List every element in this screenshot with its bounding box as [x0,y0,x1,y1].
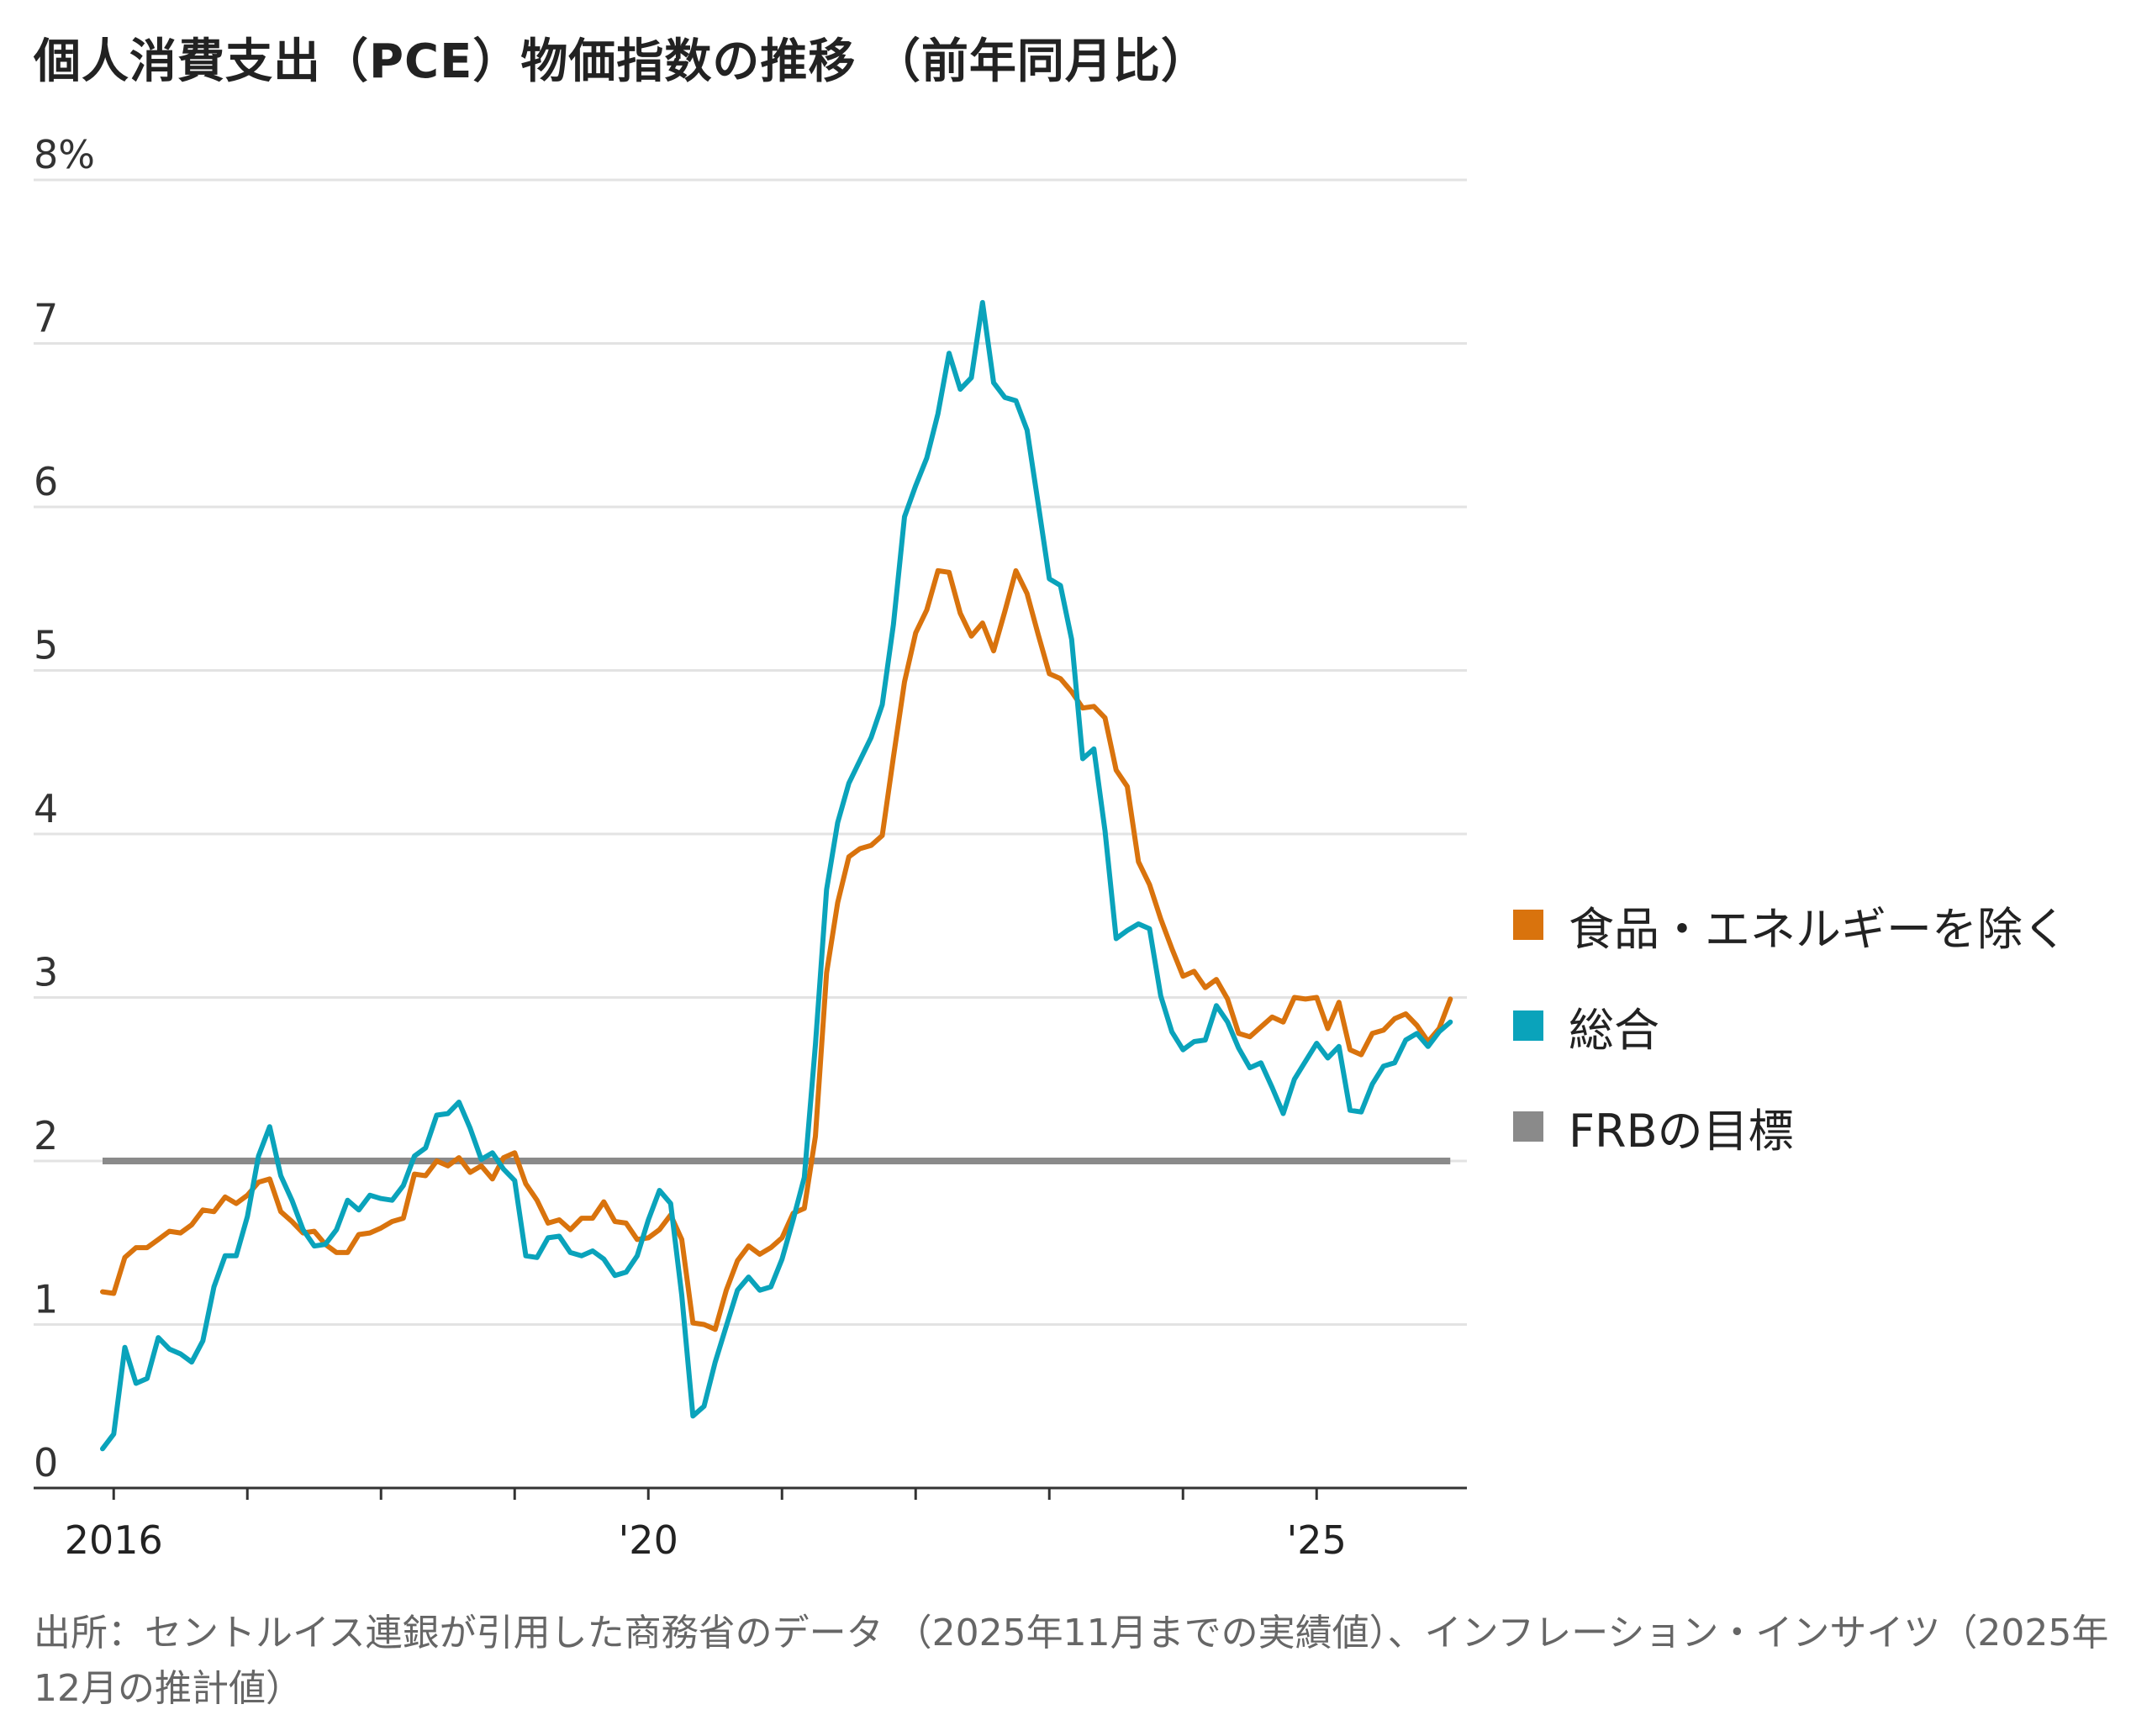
legend-label-core: 食品・エネルギーを除く [1569,902,2068,956]
x-tick-label: '25 [1287,1517,1347,1563]
headline-series-line [100,299,1453,1452]
legend-label-target: FRBの目標 [1569,1104,1794,1158]
legend-swatch-target [1513,1111,1543,1142]
line-chart: 0 1 2 3 4 5 6 7 8% 2016 '20 '25 [34,132,1467,1563]
y-tick-label: 6 [34,459,58,504]
source-note: 出所：セントルイス連銀が引用した商務省のデータ （2025年11月までの実績値）… [34,1612,2109,1710]
y-tick-label: 1 [34,1277,58,1322]
core-series-line [100,567,1453,1332]
gridlines [34,178,1467,1326]
legend-label-headline: 総合 [1569,1003,1659,1057]
chart-title: 個人消費支出（PCE）物価指数の推移 （前年同月比） [34,34,1209,89]
series-lines [100,299,1453,1452]
legend-item-headline: 総合 [1513,1000,2068,1057]
legend-swatch-core [1513,910,1543,940]
x-tick-label: '20 [619,1517,678,1563]
x-tick-label: 2016 [65,1517,163,1563]
legend-swatch-headline [1513,1010,1543,1041]
y-tick-label: 3 [34,950,58,995]
legend-item-core: 食品・エネルギーを除く [1513,900,2068,956]
y-tick-label: 2 [34,1113,58,1158]
y-tick-label: 8% [34,132,95,177]
legend-item-target: FRBの目標 [1513,1101,2068,1158]
legend: 食品・エネルギーを除く 総合 FRBの目標 [1513,900,2068,1202]
x-axis-ticks: 2016 '20 '25 [65,1488,1347,1563]
y-tick-label: 0 [34,1440,58,1485]
y-tick-label: 5 [34,623,58,668]
y-axis-ticks: 0 1 2 3 4 5 6 7 8% [34,132,95,1485]
y-tick-label: 7 [34,296,58,341]
y-tick-label: 4 [34,786,58,831]
